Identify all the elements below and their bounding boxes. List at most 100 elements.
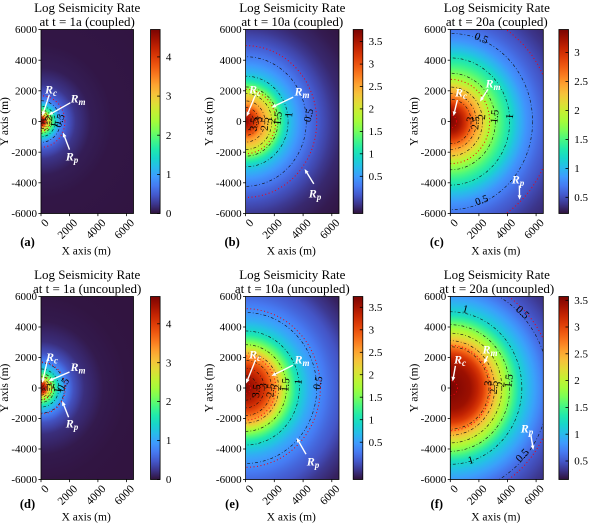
svg-text:3.5: 3.5	[250, 384, 263, 398]
svg-text:2000: 2000	[15, 85, 38, 97]
svg-text:2: 2	[166, 130, 172, 142]
svg-text:4000: 4000	[15, 55, 38, 67]
svg-text:Log Seismicity Rate: Log Seismicity Rate	[444, 267, 550, 282]
svg-text:1.5: 1.5	[369, 392, 383, 404]
svg-text:0: 0	[166, 474, 172, 486]
svg-text:3: 3	[166, 91, 172, 103]
svg-text:4000: 4000	[15, 322, 38, 334]
svg-text:2: 2	[574, 105, 580, 117]
svg-text:3: 3	[482, 380, 494, 386]
svg-text:-6000: -6000	[11, 474, 37, 486]
svg-text:0: 0	[236, 116, 242, 128]
svg-text:1.5: 1.5	[574, 402, 588, 414]
svg-text:3: 3	[574, 47, 580, 59]
svg-text:-4000: -4000	[11, 177, 37, 189]
svg-text:3.5: 3.5	[369, 302, 383, 314]
svg-text:1: 1	[574, 429, 580, 441]
svg-text:(f): (f)	[431, 497, 444, 511]
svg-text:-4000: -4000	[11, 444, 37, 456]
svg-text:X axis (m): X axis (m)	[471, 246, 520, 258]
svg-text:Y axis (m): Y axis (m)	[408, 97, 420, 146]
svg-text:at t = 10a (coupled): at t = 10a (coupled)	[241, 14, 343, 29]
svg-text:2000: 2000	[424, 352, 447, 364]
svg-text:4: 4	[166, 52, 172, 64]
svg-text:X axis (m): X axis (m)	[267, 512, 316, 524]
svg-text:-4000: -4000	[216, 444, 242, 456]
svg-text:3.5: 3.5	[248, 117, 261, 131]
svg-text:2.5: 2.5	[574, 348, 588, 360]
svg-text:-2000: -2000	[421, 147, 447, 159]
svg-text:0: 0	[441, 116, 447, 128]
svg-text:(c): (c)	[430, 235, 444, 249]
svg-text:2: 2	[43, 115, 55, 121]
svg-text:3: 3	[369, 324, 375, 336]
svg-text:X axis (m): X axis (m)	[62, 512, 111, 524]
svg-text:-6000: -6000	[216, 208, 242, 220]
svg-text:1.5: 1.5	[488, 109, 501, 123]
svg-text:2.5: 2.5	[574, 76, 588, 88]
svg-text:Log Seismicity Rate: Log Seismicity Rate	[34, 267, 140, 282]
svg-text:-6000: -6000	[421, 208, 447, 220]
svg-text:at t = 20a (coupled): at t = 20a (coupled)	[446, 14, 548, 29]
svg-text:Y axis (m): Y axis (m)	[408, 363, 420, 412]
svg-text:2: 2	[369, 104, 375, 116]
svg-text:0: 0	[32, 116, 38, 128]
svg-text:3: 3	[464, 116, 476, 122]
svg-text:Log Seismicity Rate: Log Seismicity Rate	[239, 0, 345, 15]
svg-text:0.5: 0.5	[574, 456, 588, 468]
svg-text:0: 0	[166, 208, 172, 220]
svg-text:1: 1	[166, 435, 172, 447]
svg-text:X axis (m): X axis (m)	[471, 512, 520, 524]
svg-text:at t = 1a (uncoupled): at t = 1a (uncoupled)	[33, 281, 141, 296]
svg-text:2000: 2000	[424, 85, 447, 97]
svg-text:0: 0	[32, 383, 38, 395]
svg-text:X axis (m): X axis (m)	[62, 246, 111, 258]
svg-text:1: 1	[369, 414, 375, 426]
svg-text:-6000: -6000	[421, 474, 447, 486]
svg-text:-2000: -2000	[11, 413, 37, 425]
svg-text:(e): (e)	[225, 497, 239, 511]
svg-text:1.5: 1.5	[369, 126, 383, 138]
svg-text:(d): (d)	[20, 497, 35, 511]
svg-text:6000: 6000	[15, 24, 38, 36]
svg-text:X axis (m): X axis (m)	[267, 246, 316, 258]
svg-text:at t = 10a (uncoupled): at t = 10a (uncoupled)	[235, 281, 350, 296]
svg-text:1: 1	[283, 112, 295, 118]
svg-text:Y axis (m): Y axis (m)	[204, 363, 216, 412]
svg-text:1: 1	[166, 169, 172, 181]
svg-text:Log Seismicity Rate: Log Seismicity Rate	[239, 267, 345, 282]
svg-text:3.5: 3.5	[574, 295, 588, 307]
svg-text:4: 4	[166, 318, 172, 330]
svg-text:1: 1	[504, 113, 516, 119]
svg-text:4000: 4000	[220, 322, 243, 334]
svg-text:-4000: -4000	[421, 177, 447, 189]
svg-text:2000: 2000	[220, 85, 243, 97]
svg-text:-2000: -2000	[421, 413, 447, 425]
svg-text:Y axis (m): Y axis (m)	[0, 97, 11, 146]
svg-text:2000: 2000	[220, 352, 243, 364]
svg-text:-6000: -6000	[11, 208, 37, 220]
svg-text:4000: 4000	[220, 55, 243, 67]
svg-text:(a): (a)	[20, 235, 35, 249]
svg-text:2: 2	[369, 369, 375, 381]
svg-text:-4000: -4000	[216, 177, 242, 189]
svg-text:0.5: 0.5	[369, 171, 383, 183]
svg-text:(b): (b)	[224, 235, 239, 249]
svg-text:6000: 6000	[220, 24, 243, 36]
svg-text:at t = 1a (coupled): at t = 1a (coupled)	[39, 14, 134, 29]
svg-text:2000: 2000	[15, 352, 38, 364]
svg-text:at t = 20a (uncoupled): at t = 20a (uncoupled)	[439, 281, 554, 296]
svg-text:2: 2	[166, 396, 172, 408]
svg-text:Y axis (m): Y axis (m)	[204, 97, 216, 146]
svg-text:0: 0	[441, 383, 447, 395]
svg-text:-2000: -2000	[11, 147, 37, 159]
svg-text:-4000: -4000	[421, 444, 447, 456]
svg-text:0.5: 0.5	[574, 192, 588, 204]
svg-text:1: 1	[293, 379, 305, 385]
svg-text:1: 1	[574, 163, 580, 175]
svg-text:2: 2	[45, 383, 57, 389]
svg-text:2: 2	[574, 375, 580, 387]
svg-text:2.5: 2.5	[369, 347, 383, 359]
svg-text:3.5: 3.5	[369, 36, 383, 48]
svg-text:3: 3	[369, 59, 375, 71]
